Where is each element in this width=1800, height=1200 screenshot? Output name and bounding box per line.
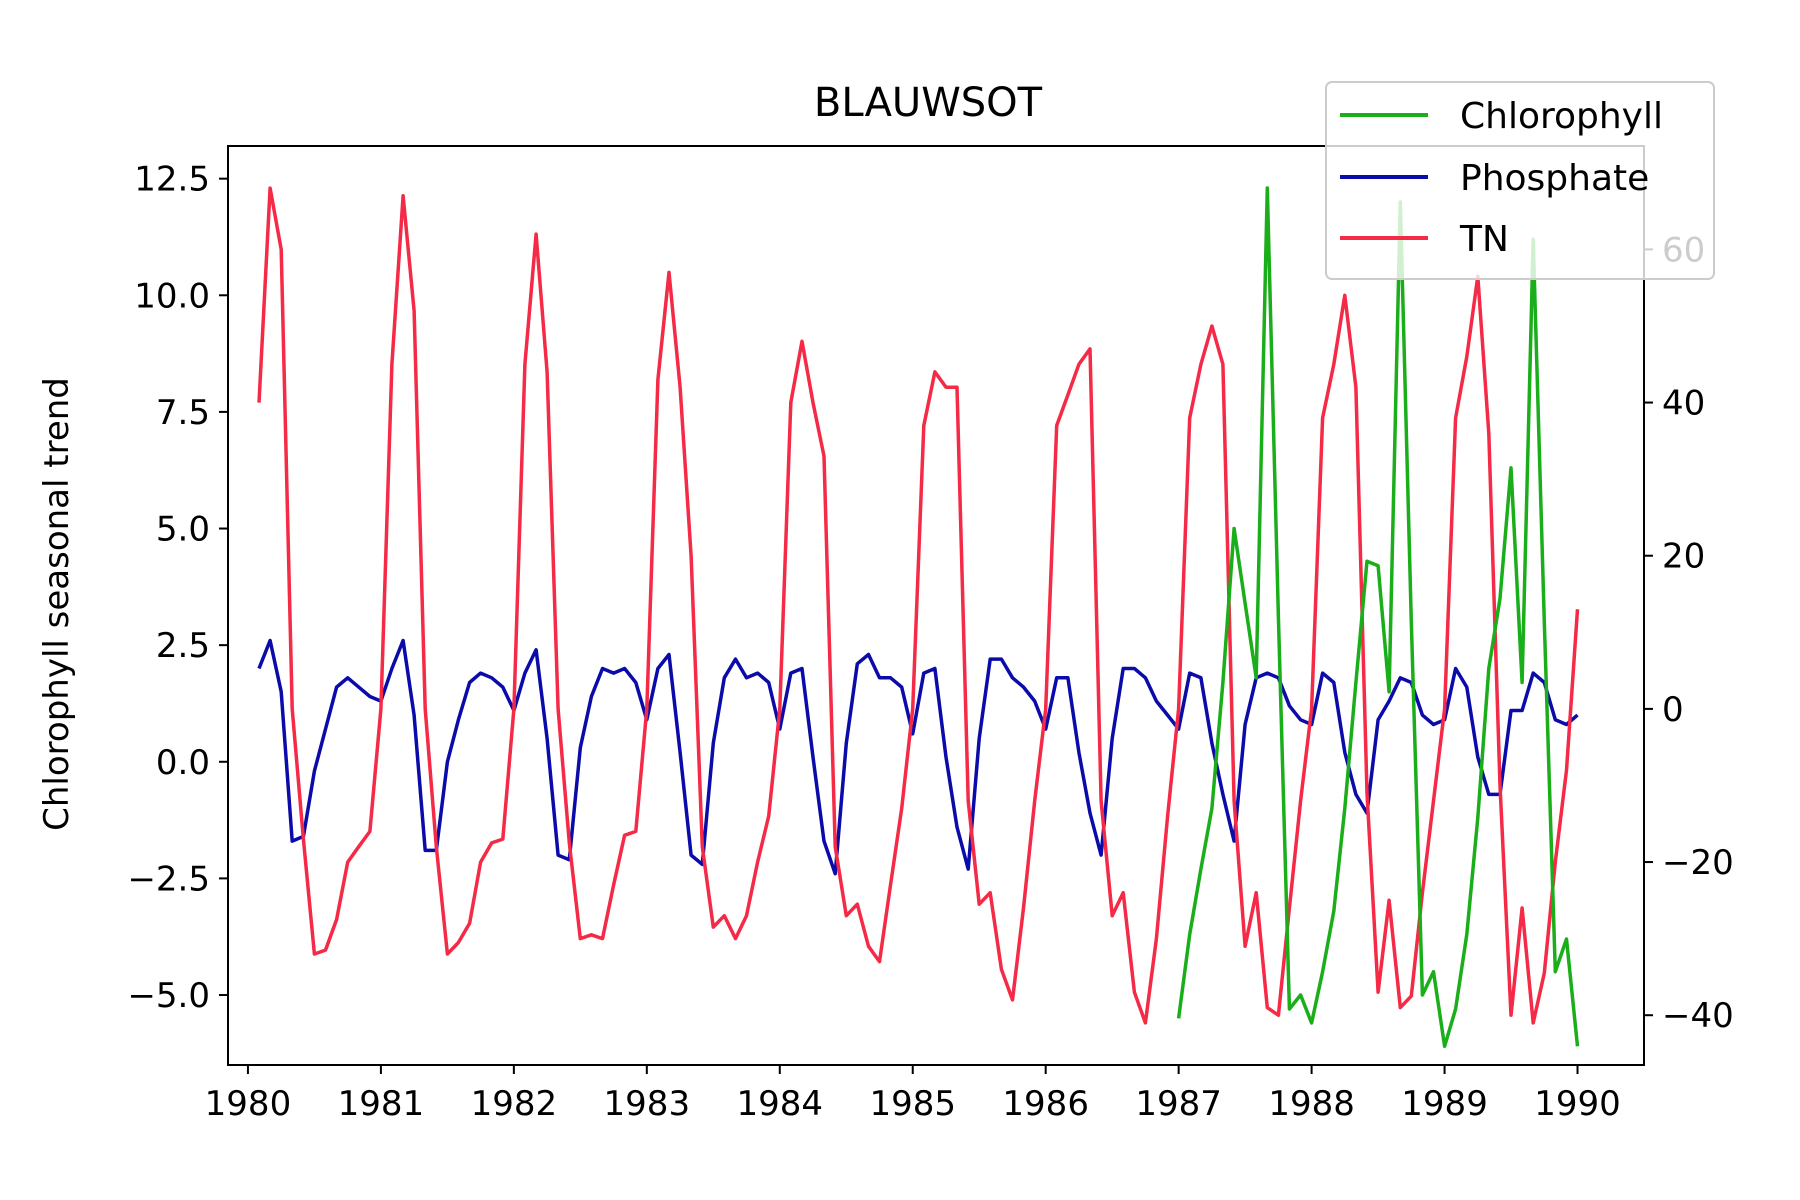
x-tick-label: 1989: [1401, 1084, 1488, 1124]
y-tick-label: −5.0: [127, 976, 210, 1016]
y-tick-label: 0.0: [156, 743, 210, 783]
x-tick-label: 1988: [1268, 1084, 1355, 1124]
y-tick-label: 10.0: [134, 276, 210, 316]
chart-title: BLAUWSOT: [814, 80, 1043, 126]
x-tick-label: 1983: [604, 1084, 691, 1124]
y-tick-label: 12.5: [134, 160, 210, 200]
legend-label-phosphate: Phosphate: [1460, 158, 1649, 199]
x-tick-label: 1987: [1135, 1084, 1222, 1124]
y2-tick-label: −40: [1662, 996, 1734, 1036]
y-axis-left: −5.0 −2.5 0.0 2.5 5.0 7.5 10.0 12.5: [127, 160, 228, 1016]
y2-tick-label: 40: [1662, 384, 1705, 424]
y2-tick-label: 20: [1662, 537, 1705, 577]
series-line-tn: [257, 186, 1580, 1025]
y-tick-label: 5.0: [156, 510, 210, 550]
y-axis-label: Chlorophyll seasonal trend: [37, 377, 77, 831]
x-tick-label: 1990: [1534, 1084, 1621, 1124]
y-tick-label: 7.5: [156, 393, 210, 433]
x-tick-label: 1986: [1002, 1084, 1089, 1124]
legend-box: [1325, 81, 1715, 280]
legend-label-tn: TN: [1459, 219, 1509, 260]
plot-frame: [227, 145, 1645, 1066]
series-layer: [257, 186, 1580, 1049]
legend: Chlorophyll Phosphate TN: [1325, 81, 1715, 280]
legend-label-chlorophyll: Chlorophyll: [1460, 96, 1663, 137]
x-tick-label: 1982: [471, 1084, 558, 1124]
x-tick-label: 1980: [205, 1084, 292, 1124]
x-tick-label: 1984: [737, 1084, 824, 1124]
series-line-phosphate: [257, 638, 1579, 876]
x-axis: 1980 1981 1982 1983 1984 1985 1986 1987 1988 1989…: [205, 1065, 1621, 1124]
y-tick-label: 2.5: [156, 626, 210, 666]
x-tick-label: 1981: [338, 1084, 425, 1124]
y-tick-label: −2.5: [127, 859, 210, 899]
y2-tick-label: 0: [1662, 690, 1684, 730]
x-tick-label: 1985: [869, 1084, 956, 1124]
y2-tick-label: −20: [1662, 843, 1734, 883]
series-line-chlorophyll: [1176, 186, 1580, 1049]
